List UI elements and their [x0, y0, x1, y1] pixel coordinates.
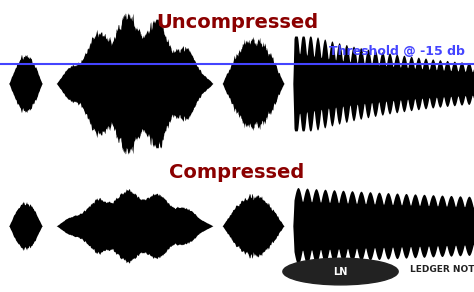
Text: Compressed: Compressed: [169, 163, 305, 182]
Text: LN: LN: [333, 267, 348, 277]
Text: LEDGER NOTE: LEDGER NOTE: [410, 265, 474, 274]
Circle shape: [283, 258, 398, 285]
Text: Uncompressed: Uncompressed: [156, 13, 318, 32]
Text: Threshold @ -15 db: Threshold @ -15 db: [328, 45, 465, 58]
